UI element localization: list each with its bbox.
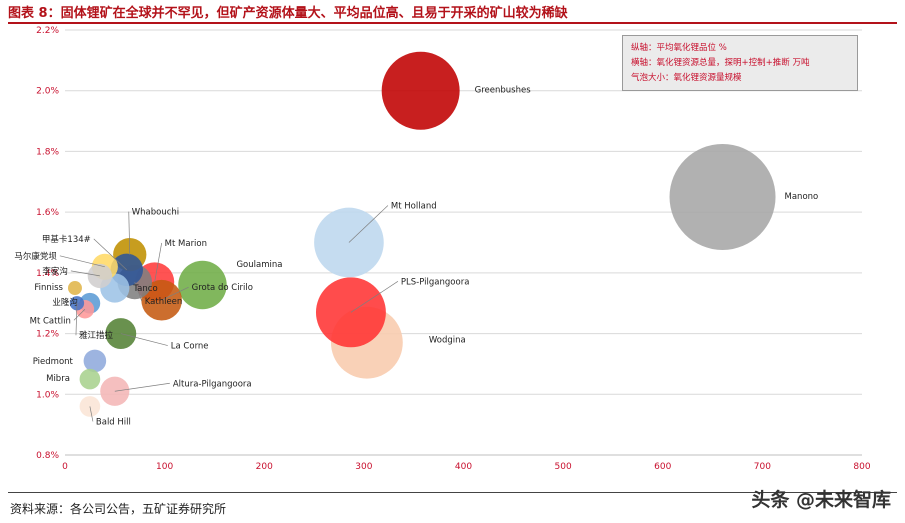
bubble-label: Tanco: [132, 284, 157, 294]
bubble: [67, 281, 82, 296]
leader-line: [89, 406, 94, 422]
leader-line: [93, 238, 128, 271]
bubbles: [67, 51, 776, 417]
bubble: [87, 263, 113, 289]
footer-rule: [8, 492, 897, 493]
bubble-label: Mt Cattlin: [30, 316, 71, 326]
bubble-label: Greenbushes: [475, 86, 532, 96]
legend-line-x: 横轴：氧化锂资源总量，探明+控制+推断 万吨: [631, 58, 810, 68]
bubble-label: 业隆沟: [52, 297, 78, 308]
leader-line: [120, 333, 168, 346]
y-tick-label: 2.0%: [36, 87, 59, 97]
bubble-label: 雅江措拉: [79, 330, 114, 341]
y-tick-label: 0.8%: [36, 451, 59, 461]
watermark: 头条 @未来智库: [751, 489, 891, 511]
y-tick-label: 1.0%: [36, 390, 59, 400]
x-tick-label: 200: [256, 462, 273, 472]
leader-line: [73, 309, 86, 321]
bubble-label: Finniss: [34, 283, 63, 293]
bubble-label: Altura-Pilgangoora: [173, 379, 252, 389]
bubble-label: 甲基卡134#: [42, 234, 91, 245]
x-tick-label: 0: [62, 462, 68, 472]
leader-line: [161, 286, 189, 301]
legend-line-y: 纵轴：平均氧化锂品位 %: [631, 43, 727, 53]
bubble-label: Mt Marion: [165, 239, 207, 249]
bubble: [381, 51, 460, 130]
y-tick-label: 1.2%: [36, 330, 59, 340]
bubble: [669, 143, 776, 250]
source-note: 资料来源：各公司公告，五矿证券研究所: [10, 502, 227, 516]
bubble: [79, 368, 101, 390]
x-tick-label: 300: [355, 462, 372, 472]
x-tick-label: 400: [455, 462, 472, 472]
leader-line: [154, 242, 163, 283]
axes: 0.8% 1.0% 1.2% 1.4% 1.6% 1.8% 2.0% 2.2% 0 100 200 3…: [36, 26, 871, 472]
bubble-label: Bald Hill: [96, 417, 131, 427]
bubble-label: Mt Holland: [391, 202, 437, 212]
bubble-labels: Manono Greenbushes Wodgina PLS-Pilgangoora M…: [14, 86, 818, 428]
leader-line: [128, 211, 131, 255]
leader-line: [350, 281, 399, 313]
leader-line: [134, 281, 143, 302]
bubble-label: Mibra: [46, 374, 70, 384]
x-tick-label: 500: [555, 462, 572, 472]
y-tick-label: 1.6%: [36, 208, 59, 218]
x-tick-label: 700: [754, 462, 771, 472]
leader-line: [114, 382, 170, 392]
chart-title: 图表 8：固体锂矿在全球并不罕见，但矿产资源体量大、平均品位高、且易于开采的矿山…: [8, 6, 568, 21]
y-tick-label: 1.8%: [36, 147, 59, 157]
x-tick-label: 600: [654, 462, 671, 472]
leader-line: [75, 303, 78, 336]
leader-line: [59, 255, 105, 268]
bubble-label: Whabouchi: [132, 208, 179, 218]
axis-legend-box: 纵轴：平均氧化锂品位 % 横轴：氧化锂资源总量，探明+控制+推断 万吨 气泡大小…: [622, 35, 858, 91]
bubble-label: Grota do Cirilo: [192, 283, 253, 293]
bubble: [178, 260, 227, 310]
bubble-label: Manono: [785, 192, 819, 202]
bubble: [83, 349, 107, 373]
bubble-label: Wodgina: [429, 336, 466, 346]
bubble-label: 李家沟: [42, 266, 68, 277]
y-tick-label: 1.4%: [36, 269, 59, 279]
bubble-label: Piedmont: [33, 357, 74, 367]
leader-line: [70, 270, 100, 277]
title-underline: [8, 22, 897, 24]
leader-line: [348, 205, 389, 243]
bubble-label: 马尔康党坝: [14, 251, 57, 262]
bubble: [79, 396, 101, 417]
y-tick-label: 2.2%: [36, 26, 59, 36]
x-tick-label: 100: [156, 462, 173, 472]
bubble-label: PLS-Pilgangoora: [401, 277, 469, 287]
bubble-label: La Corne: [171, 342, 209, 352]
legend-line-size: 气泡大小：氧化锂资源量规模: [631, 73, 742, 83]
bubble-label: Kathleen: [145, 297, 183, 307]
bubble-label: Goulamina: [236, 260, 282, 270]
x-tick-label: 800: [853, 462, 870, 472]
